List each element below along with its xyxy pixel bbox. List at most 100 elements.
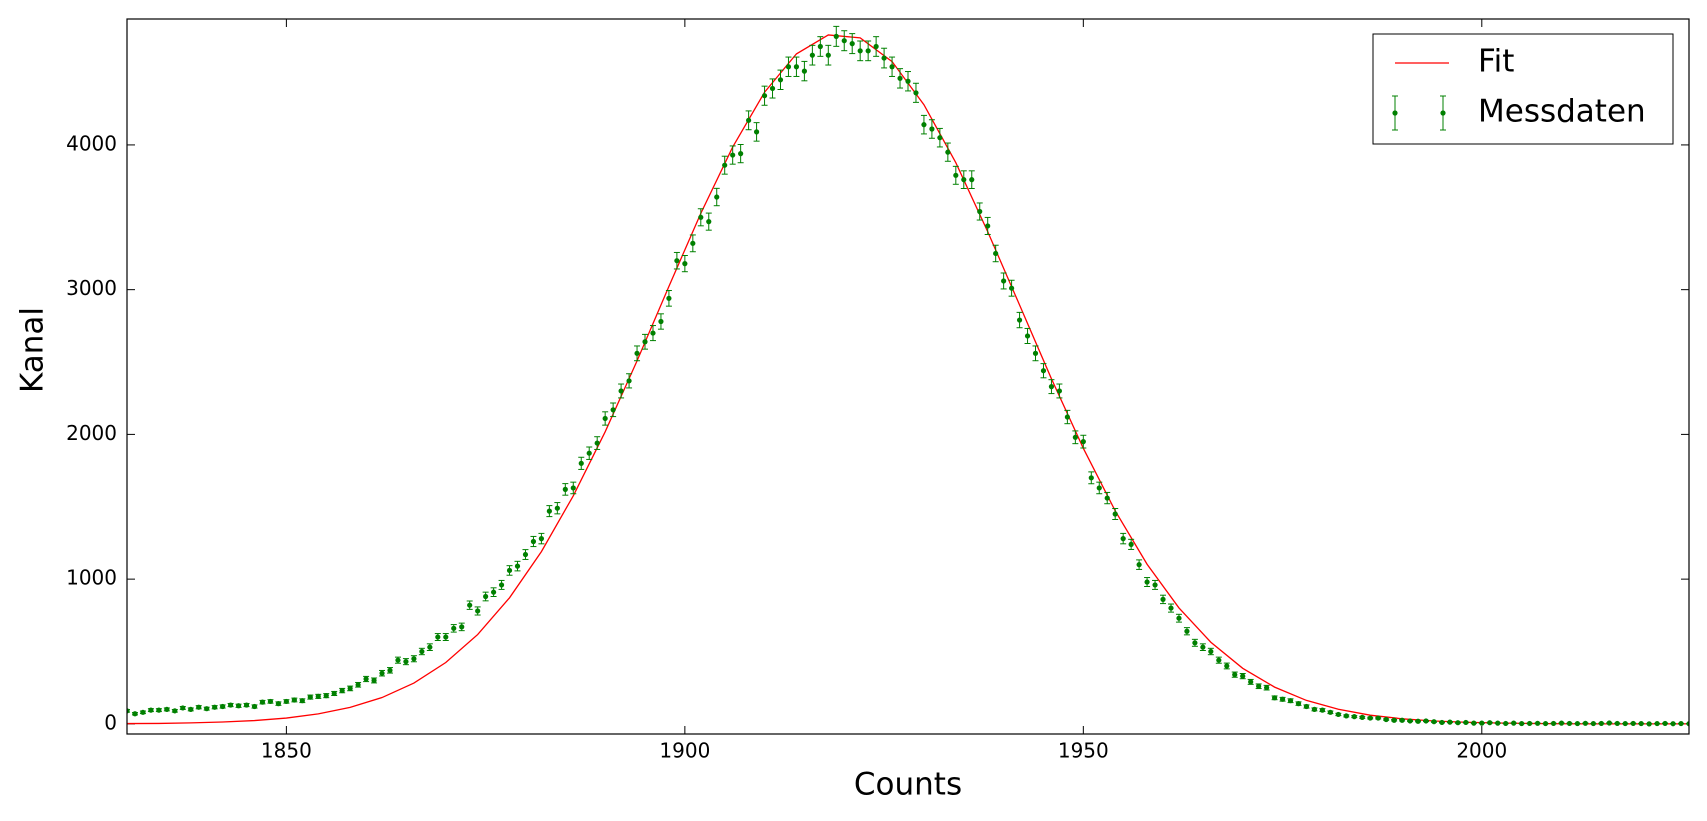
marker (578, 460, 584, 466)
marker (1192, 640, 1198, 646)
marker (403, 659, 409, 665)
marker (801, 68, 807, 74)
data-point (139, 709, 146, 715)
marker (475, 608, 481, 614)
data-point (649, 325, 656, 342)
marker (825, 52, 831, 58)
marker (793, 64, 800, 70)
marker (1072, 434, 1078, 440)
data-point (275, 701, 282, 707)
data-point (1423, 718, 1430, 724)
data-point (1550, 720, 1557, 727)
data-point (171, 708, 178, 714)
marker (865, 48, 871, 54)
marker (459, 624, 465, 630)
marker (379, 670, 385, 676)
data-point (1446, 719, 1453, 725)
marker (483, 593, 489, 600)
data-point (187, 706, 194, 712)
marker (127, 708, 130, 714)
marker (658, 318, 664, 325)
marker (1271, 695, 1278, 701)
data-point (920, 114, 927, 135)
marker (435, 634, 441, 640)
data-point (1598, 720, 1605, 727)
marker (690, 240, 696, 246)
legend-marker (1440, 110, 1446, 116)
data-point (865, 40, 872, 62)
data-point (458, 622, 465, 632)
marker (634, 350, 640, 356)
data-point (1160, 594, 1167, 605)
marker (953, 172, 959, 178)
data-point (291, 697, 298, 703)
marker (1550, 720, 1557, 727)
marker (1686, 721, 1689, 727)
marker (1096, 485, 1102, 491)
data-point (897, 68, 904, 89)
data-point (681, 255, 688, 273)
marker (1256, 683, 1262, 689)
marker (1646, 721, 1652, 727)
marker (132, 711, 138, 717)
data-point (1303, 703, 1310, 710)
marker (1614, 720, 1620, 727)
data-point (1502, 720, 1509, 727)
marker (299, 698, 305, 704)
marker (451, 625, 457, 631)
data-point (219, 703, 226, 710)
data-point (1494, 720, 1501, 726)
data-point (1686, 721, 1689, 727)
marker (1542, 720, 1549, 727)
marker (315, 693, 321, 699)
marker (212, 704, 218, 710)
marker (682, 261, 688, 267)
data-point (371, 677, 378, 684)
y-tick-label: 3000 (66, 276, 117, 300)
data-point (1144, 577, 1151, 588)
marker (1048, 384, 1055, 390)
plot-area (127, 25, 1689, 727)
marker (1399, 717, 1405, 723)
data-point (1048, 379, 1055, 395)
data-point (1670, 721, 1677, 727)
data-point (936, 127, 943, 148)
marker (881, 55, 887, 61)
data-point (1072, 430, 1079, 445)
marker (1104, 495, 1110, 501)
data-point (1662, 720, 1669, 727)
data-point (1191, 638, 1198, 647)
y-tick-label: 0 (104, 710, 117, 734)
marker (554, 505, 560, 511)
data-point (729, 145, 736, 165)
data-point (1606, 720, 1613, 726)
data-point (235, 703, 242, 709)
data-point (801, 60, 808, 82)
marker (1654, 720, 1660, 727)
marker (1001, 278, 1007, 284)
data-point (402, 658, 409, 666)
marker (411, 656, 417, 662)
data-point (1534, 720, 1541, 726)
data-point (1040, 363, 1047, 379)
marker (267, 698, 274, 705)
marker (283, 698, 289, 705)
marker (530, 538, 537, 545)
data-point (307, 694, 314, 700)
data-point (1207, 647, 1214, 656)
data-point (1558, 720, 1565, 726)
marker (1431, 719, 1437, 725)
marker (291, 697, 297, 703)
marker (1383, 716, 1389, 723)
y-tick-label: 2000 (66, 421, 117, 445)
marker (395, 657, 401, 663)
marker (427, 644, 433, 650)
marker (1590, 720, 1596, 727)
marker (1295, 701, 1302, 707)
y-tick-label: 1000 (66, 566, 117, 590)
marker (1574, 720, 1581, 727)
data-point (131, 711, 138, 717)
marker (1351, 714, 1357, 720)
data-point (634, 345, 641, 362)
